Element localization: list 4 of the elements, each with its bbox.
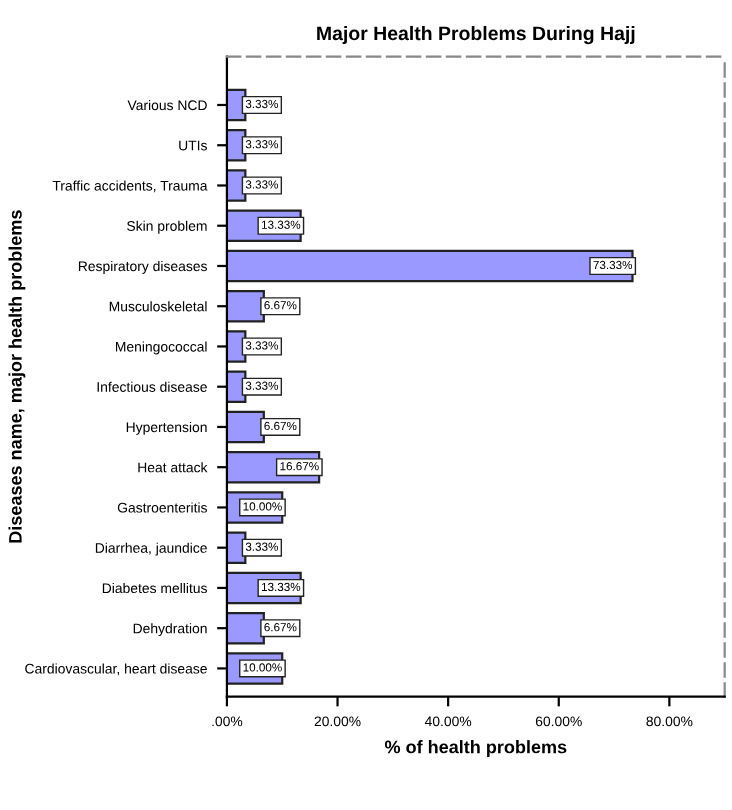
bar [226, 249, 634, 283]
chart-title: Major Health Problems During Hajj [317, 25, 635, 45]
y-axis-title: Diseases name, major health problems [8, 210, 26, 543]
x-axis-title: % of health problems [384, 740, 567, 757]
